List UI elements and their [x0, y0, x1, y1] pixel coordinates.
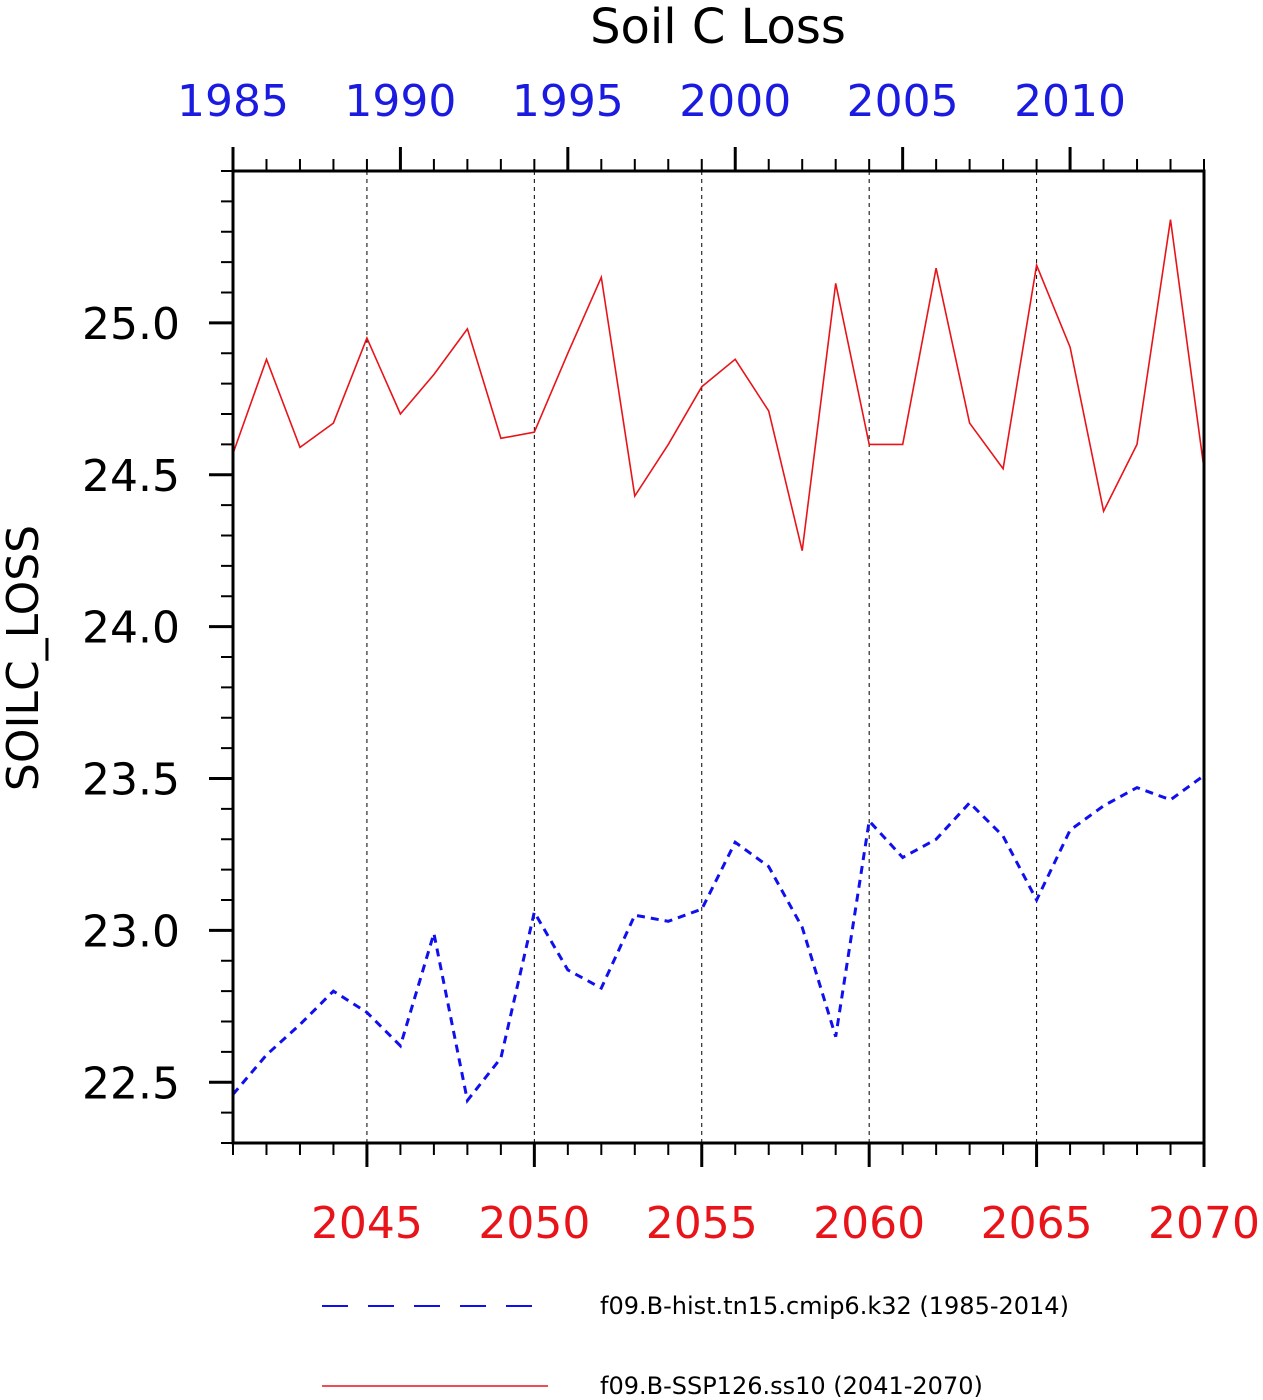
legend-label-1: f09.B-hist.tn15.cmip6.k32 (1985-2014) — [600, 1292, 1069, 1320]
series-line-1 — [231, 774, 1205, 1104]
bottom-tick-label-2060: 2060 — [813, 1198, 925, 1249]
top-tick-label-1995: 1995 — [512, 76, 624, 127]
series-line-2 — [232, 219, 1205, 551]
bottom-tick-label-2045: 2045 — [311, 1198, 423, 1249]
y-tick-label-23.5: 23.5 — [82, 755, 180, 806]
chart-title: Soil C Loss — [590, 0, 846, 55]
bottom-tick-label-2050: 2050 — [478, 1198, 590, 1249]
y-tick-label-24.0: 24.0 — [82, 603, 180, 654]
y-axis-label: SOILC_LOSS — [0, 525, 49, 791]
grid-lines — [366, 171, 1038, 1143]
bottom-tick-label-2070: 2070 — [1148, 1198, 1260, 1249]
y-tick-label-23.0: 23.0 — [82, 906, 180, 957]
top-tick-label-2010: 2010 — [1014, 76, 1126, 127]
legend: f09.B-hist.tn15.cmip6.k32 (1985-2014) f09… — [322, 1292, 1069, 1400]
top-tick-label-2005: 2005 — [847, 76, 959, 127]
top-tick-label-1985: 1985 — [177, 76, 289, 127]
legend-label-2: f09.B-SSP126.ss10 (2041-2070) — [600, 1372, 983, 1400]
bottom-tick-label-2065: 2065 — [981, 1198, 1093, 1249]
y-tick-label-24.5: 24.5 — [82, 451, 180, 502]
bottom-tick-label-2055: 2055 — [646, 1198, 758, 1249]
axis-ticks — [209, 147, 1206, 1167]
series-layer — [231, 219, 1205, 1104]
y-tick-label-22.5: 22.5 — [82, 1058, 180, 1109]
top-tick-label-2000: 2000 — [679, 76, 791, 127]
plot-frame — [231, 169, 1206, 1145]
y-tick-label-25.0: 25.0 — [82, 299, 180, 350]
axis-tick-labels: 2045 2050 2055 2060 2065 2070 1985 1990 1995 2000… — [82, 76, 1260, 1249]
top-tick-label-1990: 1990 — [344, 76, 456, 127]
